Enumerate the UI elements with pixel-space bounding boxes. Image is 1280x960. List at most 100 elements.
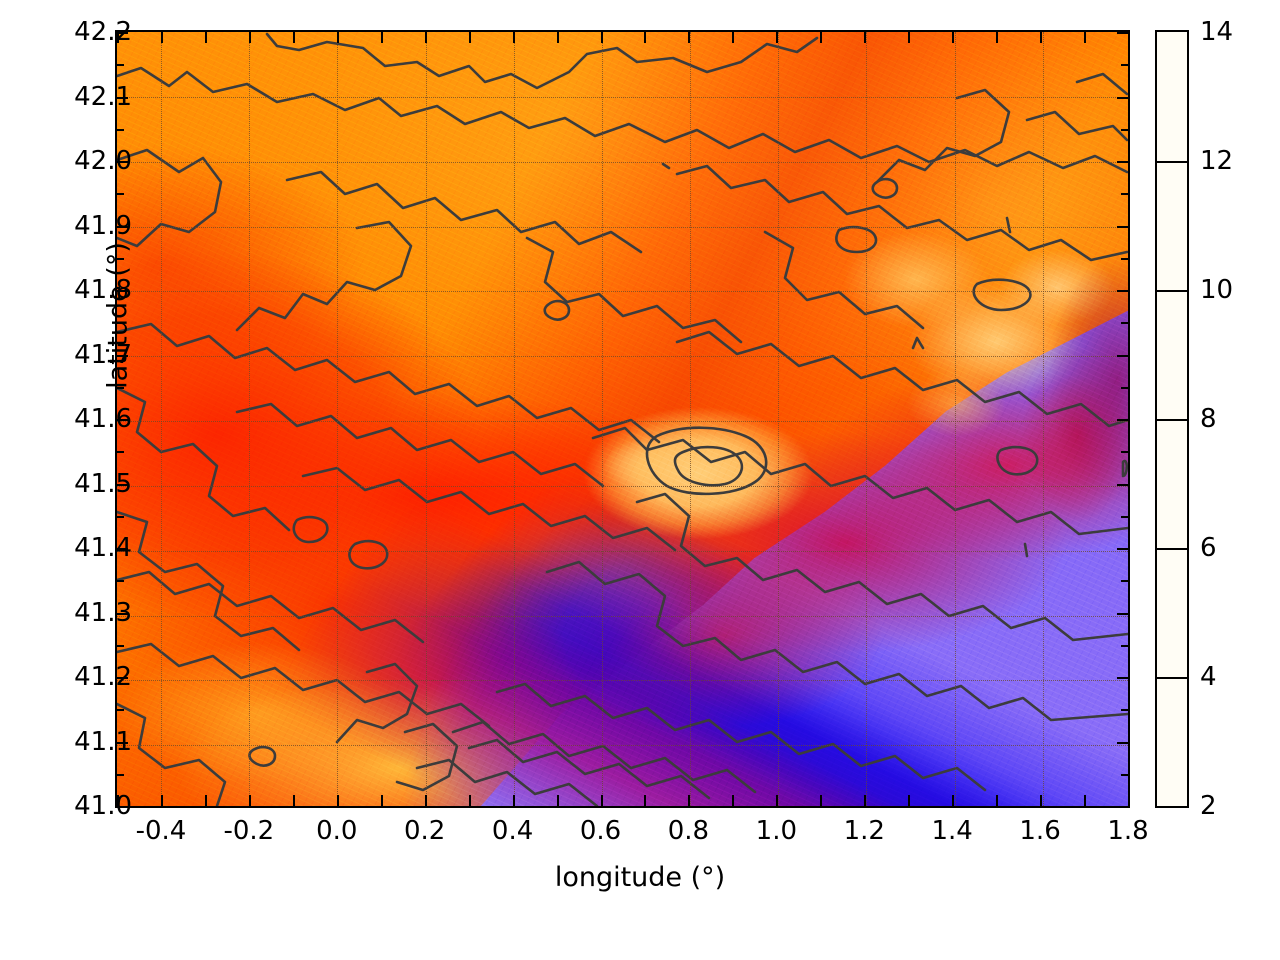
y-tick-label: 42.1 <box>74 81 132 112</box>
axis-tick <box>117 773 124 776</box>
y-tick-label: 42.2 <box>74 17 132 47</box>
colorbar-tick <box>1157 161 1187 163</box>
gridline-lon <box>249 32 251 806</box>
axis-tick <box>952 795 955 806</box>
axis-tick <box>1117 225 1128 228</box>
axis-tick <box>644 32 647 43</box>
axis-tick <box>117 709 124 712</box>
gridline-lon <box>954 32 956 806</box>
axis-tick <box>820 32 823 43</box>
axis-tick <box>248 32 251 43</box>
y-tick-label: 41.0 <box>74 791 132 821</box>
x-axis-title: longitude (°) <box>554 862 726 893</box>
axis-tick <box>117 225 128 228</box>
axis-tick <box>160 795 163 806</box>
axis-tick <box>1117 483 1128 486</box>
axis-tick <box>1121 322 1128 325</box>
axis-tick <box>996 32 999 43</box>
gridline-lat <box>117 550 1128 552</box>
axis-tick <box>336 32 339 43</box>
axis-tick <box>820 795 823 806</box>
colorbar-tick <box>1157 419 1187 421</box>
axis-tick <box>117 451 124 454</box>
x-tick-label: -0.4 <box>135 816 187 846</box>
axis-tick <box>1121 257 1128 260</box>
colorbar-tick-label: 10 <box>1200 275 1234 305</box>
colorbar-tick-label: 6 <box>1200 533 1217 563</box>
colorbar <box>1155 30 1189 808</box>
axis-tick <box>117 515 124 518</box>
axis-tick <box>1117 548 1128 550</box>
axis-tick <box>204 795 207 806</box>
axis-tick <box>468 32 471 43</box>
gridline-lat <box>117 485 1128 487</box>
axis-tick <box>117 322 124 325</box>
axis-tick <box>468 795 471 806</box>
axis-tick <box>1117 96 1128 99</box>
x-tick-label: 0.0 <box>316 816 358 846</box>
axis-tick <box>732 32 735 43</box>
colorbar-tick-label: 8 <box>1200 404 1217 434</box>
y-tick-label: 42.0 <box>74 146 132 176</box>
axis-tick <box>688 32 691 43</box>
axis-tick <box>117 644 124 647</box>
axis-tick <box>1121 773 1128 776</box>
colorbar-tick-label: 12 <box>1200 146 1234 176</box>
axis-tick <box>600 795 603 806</box>
axis-tick <box>117 257 124 260</box>
x-tick-label: 1.4 <box>931 816 973 846</box>
axis-tick <box>117 128 124 131</box>
axis-tick <box>204 32 207 43</box>
axis-tick <box>117 795 119 806</box>
x-tick-label: 1.8 <box>1107 816 1149 846</box>
gridline-lat <box>117 745 1128 747</box>
axis-tick <box>424 32 427 43</box>
axis-tick <box>380 32 383 43</box>
axis-tick <box>117 354 128 357</box>
axis-tick <box>117 193 124 196</box>
axis-tick <box>1040 795 1043 806</box>
gridline-lon <box>337 32 339 806</box>
x-tick-label: 0.2 <box>404 816 446 846</box>
axis-tick <box>1121 193 1128 196</box>
gridline-lon <box>778 32 780 806</box>
axis-tick <box>292 795 295 806</box>
axis-tick <box>1117 741 1128 744</box>
x-tick-label: -0.2 <box>223 816 275 846</box>
x-tick-label: 1.6 <box>1019 816 1061 846</box>
axis-tick <box>117 161 128 163</box>
axis-tick <box>1084 795 1087 806</box>
axis-tick <box>1117 290 1128 292</box>
colorbar-tick <box>1157 677 1187 679</box>
axis-tick <box>117 96 128 99</box>
axis-tick <box>644 795 647 806</box>
x-tick-label: 1.0 <box>755 816 798 846</box>
axis-tick <box>117 483 128 486</box>
axis-tick <box>248 795 251 806</box>
axis-tick <box>1121 644 1128 647</box>
axis-tick <box>1117 612 1128 615</box>
axis-tick <box>292 32 295 43</box>
axis-tick <box>512 32 515 43</box>
gridline-lon <box>866 32 868 806</box>
axis-tick <box>1117 161 1128 163</box>
y-tick-label: 41.8 <box>74 275 132 305</box>
axis-tick <box>776 32 779 43</box>
axis-tick <box>1121 515 1128 518</box>
axis-tick <box>1121 451 1128 454</box>
axis-tick <box>1117 354 1128 357</box>
colorbar-tick <box>1157 548 1187 550</box>
axis-tick <box>424 795 427 806</box>
humidity-raster <box>117 32 1128 806</box>
axis-tick <box>117 386 124 389</box>
y-tick-label: 41.9 <box>74 210 132 241</box>
gridline-lat <box>117 226 1128 228</box>
axis-tick <box>600 32 603 43</box>
axis-tick <box>117 64 124 67</box>
colorbar-tick-label: 14 <box>1200 17 1234 47</box>
y-axis-title: latitude (°) <box>102 242 134 389</box>
gridline-lon <box>425 32 427 806</box>
axis-tick <box>380 795 383 806</box>
colorbar-tick-label: 2 <box>1200 791 1217 821</box>
plot-area <box>115 30 1130 808</box>
